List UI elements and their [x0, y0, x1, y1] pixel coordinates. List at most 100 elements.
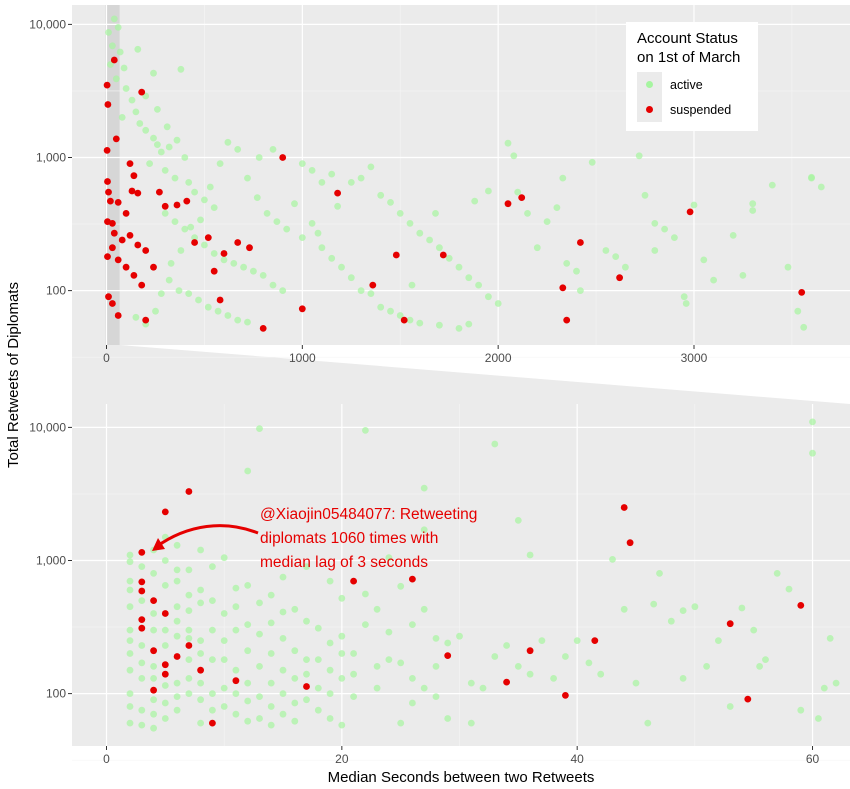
top-point-active [173, 136, 181, 144]
bottom-point-active [173, 706, 181, 714]
bottom-point-active [150, 570, 158, 577]
bottom-point-suspended [797, 602, 805, 609]
top-point-active [588, 158, 596, 166]
bottom-point-active [609, 556, 616, 563]
top-point-suspended [142, 247, 150, 254]
legend-title-line2: on 1st of March [637, 49, 740, 66]
top-point-active [445, 254, 453, 262]
bottom-point-active [267, 721, 275, 729]
top-point-active [210, 204, 218, 212]
top-point-active [577, 287, 584, 294]
top-point-active [214, 307, 222, 315]
bottom-point-active [267, 650, 275, 657]
top-point-suspended [138, 281, 146, 289]
bottom-point-suspended [726, 620, 734, 628]
top-point-active [494, 300, 502, 307]
bottom-point-active [185, 566, 193, 574]
bottom-point-active [350, 693, 357, 700]
top-point-active [132, 313, 140, 321]
bottom-point-active [256, 630, 263, 638]
bottom-point-active [656, 570, 663, 577]
top-point-active [163, 123, 171, 131]
bottom-point-active [291, 699, 299, 707]
top-point-active [328, 254, 336, 262]
top-point-active [120, 64, 128, 72]
top-point-active [110, 15, 118, 23]
bottom-point-suspended [161, 610, 169, 617]
top-point-active [191, 188, 199, 196]
bottom-point-active [338, 675, 346, 682]
bottom-point-active [479, 684, 487, 692]
bottom-point-active [420, 526, 428, 534]
bottom-point-active [209, 690, 216, 697]
top-point-suspended [109, 244, 116, 252]
bottom-point-active [232, 626, 240, 634]
bottom-point-active [267, 619, 275, 627]
top-point-active [308, 167, 316, 174]
top-point-active [416, 319, 424, 327]
top-point-active [406, 220, 414, 227]
top-point-active [308, 220, 316, 227]
bottom-point-active [126, 626, 134, 634]
bottom-point-active [197, 696, 205, 704]
annotation-arrow [155, 524, 259, 549]
bottom-point-active [138, 597, 146, 604]
bottom-point-active [197, 546, 205, 554]
top-point-suspended [122, 210, 130, 217]
bottom-point-active [279, 710, 287, 718]
bottom-point-active [409, 621, 416, 628]
top-point-active [510, 152, 518, 160]
bottom-point-active [756, 663, 763, 670]
top-point-active [367, 290, 375, 297]
bottom-point-active [150, 626, 158, 634]
bottom-point-active [232, 603, 240, 611]
bottom-point-active [267, 703, 275, 710]
top-y-tick-label: 10,000 [29, 17, 66, 31]
top-point-active [185, 290, 193, 297]
bottom-point-active [138, 659, 146, 667]
bottom-point-active [397, 719, 405, 727]
top-point-active [622, 263, 629, 271]
top-point-active [436, 321, 443, 329]
bottom-point-active [173, 632, 181, 640]
bottom-point-active [362, 427, 369, 434]
bottom-point-active [326, 639, 334, 647]
top-point-active [161, 210, 169, 217]
top-point-active [216, 160, 224, 168]
bottom-point-active [279, 573, 287, 581]
bottom-point-active [244, 697, 252, 705]
annotation-line3: median lag of 3 seconds [260, 554, 428, 571]
bottom-point-suspended [185, 488, 193, 495]
top-point-active [201, 241, 208, 249]
top-point-suspended [122, 263, 130, 271]
top-points [103, 15, 825, 332]
top-point-active [524, 210, 531, 217]
top-point-suspended [686, 208, 694, 216]
bottom-point-active [185, 690, 193, 697]
top-point-active [387, 199, 394, 206]
bottom-point-active [526, 551, 534, 559]
top-point-suspended [105, 188, 112, 196]
bottom-point-suspended [444, 652, 452, 659]
top-point-active [255, 154, 263, 161]
top-point-active [800, 323, 808, 331]
top-point-suspended [216, 296, 224, 304]
top-point-active [240, 263, 248, 271]
bottom-y-tick-label: 1,000 [36, 554, 66, 568]
annotation: @Xiaojin05484077: Retweeting diplomats 1… [152, 506, 477, 571]
zoom-connector [72, 345, 850, 404]
top-point-active [112, 75, 120, 83]
top-point-active [234, 146, 242, 153]
bottom-point-active [703, 663, 710, 670]
bottom-point-active [514, 517, 522, 524]
bottom-point-active [126, 703, 134, 710]
bottom-point-active [326, 577, 334, 585]
bottom-point-suspended [173, 653, 181, 660]
bottom-point-active [409, 699, 416, 707]
bottom-point-active [185, 635, 193, 642]
bottom-point-active [279, 635, 287, 642]
bottom-point-active [256, 693, 263, 700]
bottom-point-suspended [526, 647, 534, 655]
bottom-point-active [244, 582, 252, 589]
top-point-active [122, 85, 130, 92]
